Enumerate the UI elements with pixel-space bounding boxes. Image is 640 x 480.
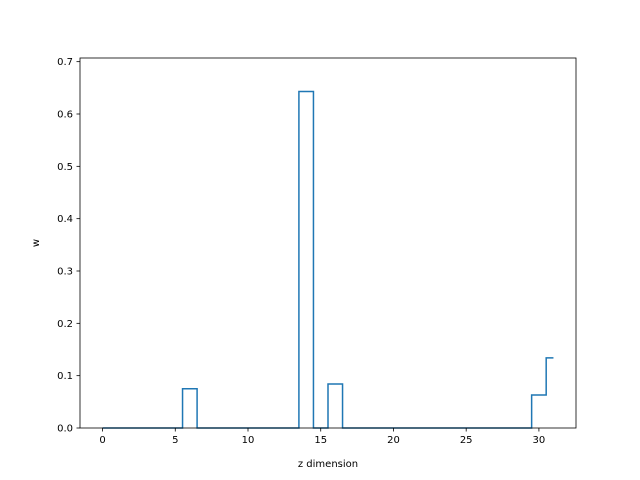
- x-tick-label: 20: [387, 435, 400, 446]
- x-tick-label: 10: [242, 435, 255, 446]
- x-axis-label: z dimension: [298, 459, 358, 470]
- x-tick-label: 15: [314, 435, 327, 446]
- y-tick-label: 0.3: [57, 266, 73, 277]
- y-axis-ticks: 0.0 0.1 0.2 0.3 0.4 0.5 0.6 0.7: [57, 57, 80, 435]
- y-tick-label: 0.1: [57, 371, 73, 382]
- x-tick-label: 0: [99, 435, 105, 446]
- plot-frame: [79, 57, 577, 429]
- plot-area: [80, 58, 576, 428]
- y-tick-label: 0.2: [57, 319, 73, 330]
- y-tick-label: 0.0: [57, 424, 73, 435]
- y-tick-label: 0.4: [57, 214, 73, 225]
- y-axis-label: w: [31, 239, 42, 247]
- y-tick-label: 0.5: [57, 162, 73, 173]
- x-axis-ticks: 0 5 10 15 20 25 30: [99, 428, 545, 446]
- y-tick-label: 0.7: [57, 57, 73, 68]
- x-tick-label: 30: [533, 435, 546, 446]
- x-tick-label: 5: [172, 435, 178, 446]
- x-tick-label: 25: [460, 435, 473, 446]
- y-tick-label: 0.6: [57, 109, 73, 120]
